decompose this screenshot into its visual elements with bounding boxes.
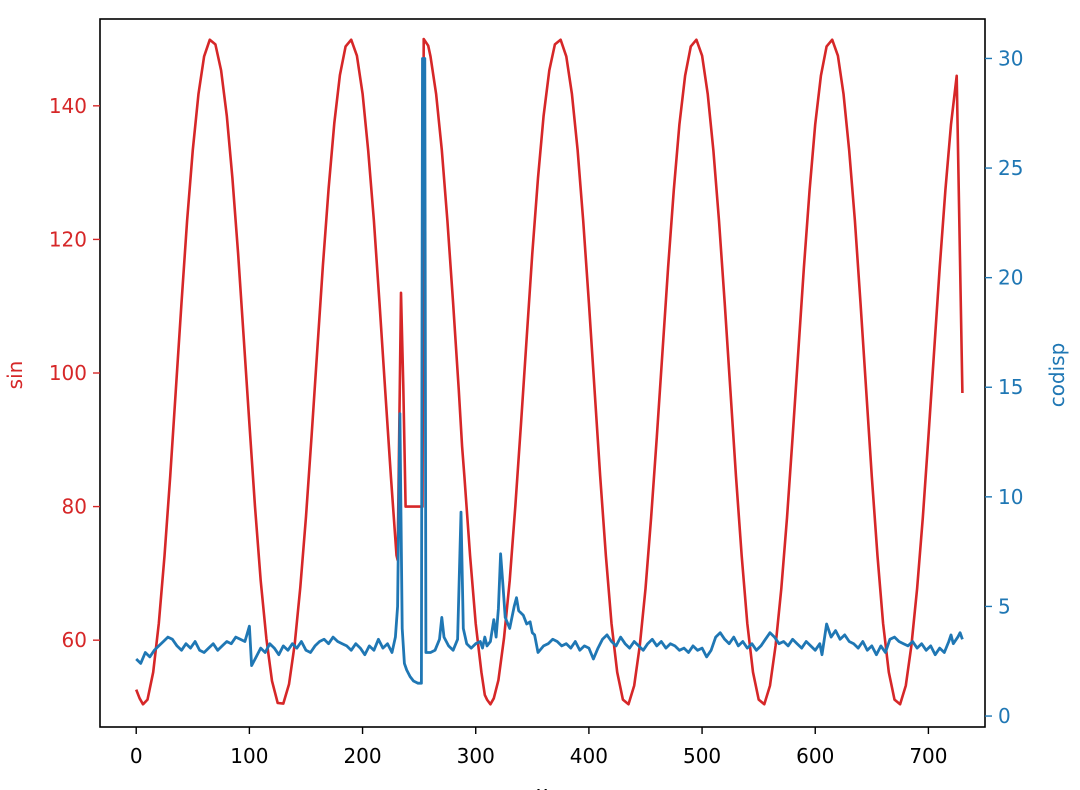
series-layer [134, 37, 964, 706]
right-y-tick-label: 15 [998, 375, 1023, 399]
x-tick-label: 300 [457, 744, 495, 768]
right-y-axis: 0 5 10 15 20 25 30 [985, 46, 1023, 728]
right-y-tick-label: 5 [998, 594, 1011, 618]
left-y-tick-label: 100 [49, 361, 87, 385]
x-tick-label: 0 [130, 744, 143, 768]
right-y-tick-label: 0 [998, 704, 1011, 728]
left-y-tick-label: 140 [49, 94, 87, 118]
x-tick-label: 200 [343, 744, 381, 768]
right-y-tick-label: 10 [998, 485, 1023, 509]
left-y-tick-label: 60 [62, 628, 87, 652]
x-tick-label: 600 [796, 744, 834, 768]
x-tick-label: 500 [683, 744, 721, 768]
x-tick-label: 700 [909, 744, 947, 768]
x-axis: 0 100 200 300 400 500 600 700 [130, 727, 948, 768]
series-line-sin [134, 37, 964, 706]
x-tick-label: 400 [570, 744, 608, 768]
series-line-codisp [135, 57, 964, 685]
x-axis-label: x [536, 781, 548, 790]
left-y-tick-label: 80 [62, 495, 87, 519]
right-y-axis-label: codisp [1045, 343, 1069, 408]
left-y-tick-label: 120 [49, 227, 87, 251]
right-y-tick-label: 25 [998, 156, 1023, 180]
right-y-tick-label: 30 [998, 46, 1023, 70]
left-y-axis: 60 80 100 120 140 [49, 94, 100, 652]
right-y-tick-label: 20 [998, 266, 1023, 290]
x-tick-label: 100 [230, 744, 268, 768]
left-y-axis-label: sin [3, 361, 27, 390]
